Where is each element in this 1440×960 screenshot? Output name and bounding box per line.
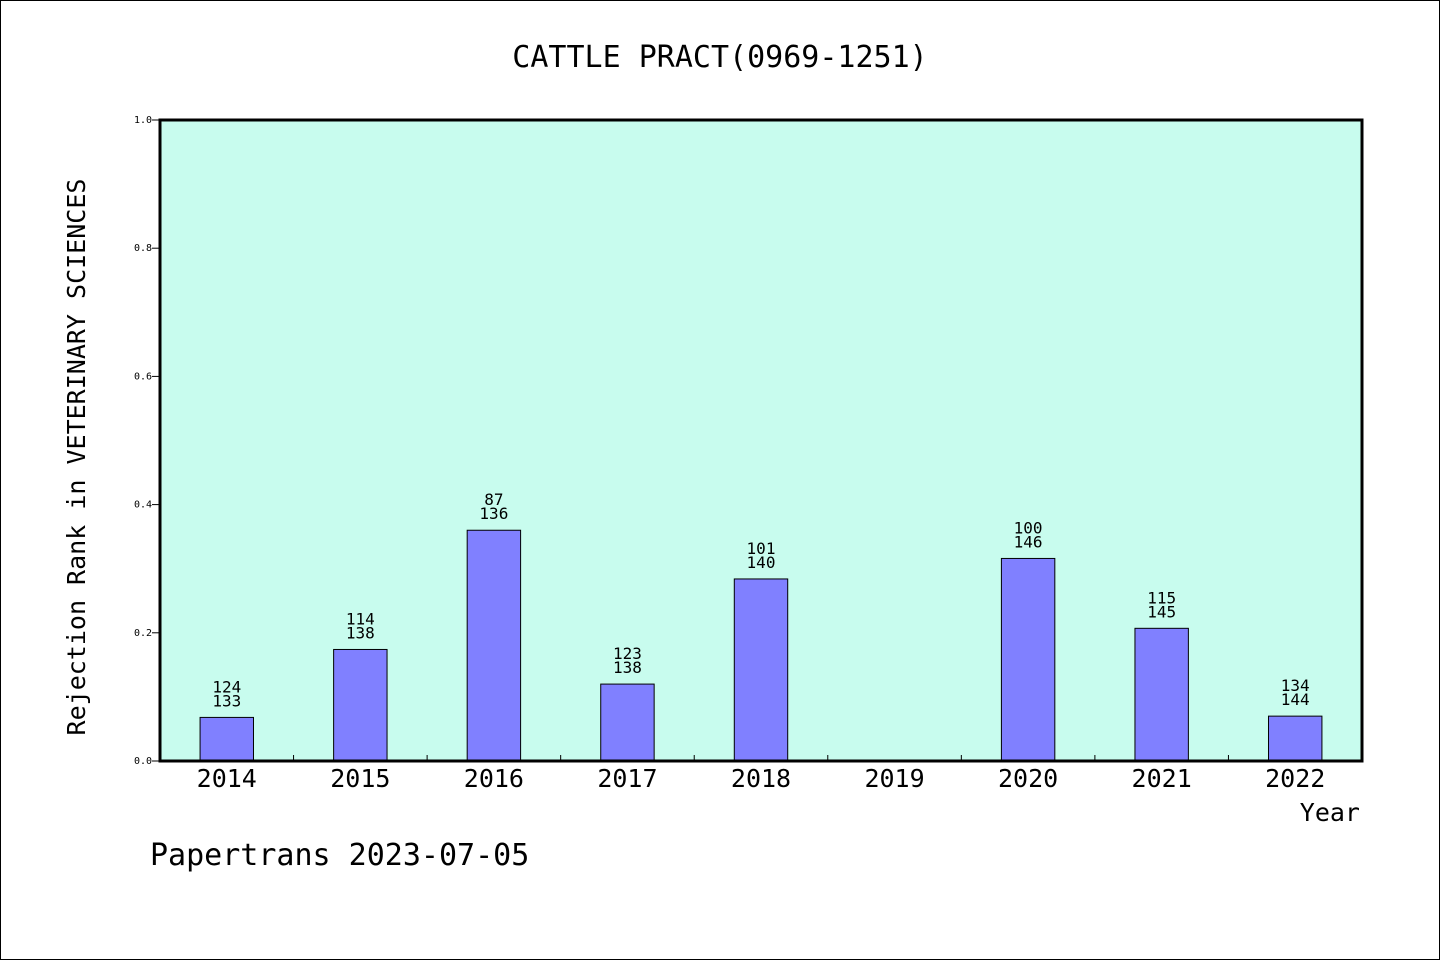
x-tick-label-2017: 2017 [597, 764, 657, 793]
bar-2021 [1134, 627, 1189, 762]
y-tick-label-3: 0.6 [134, 371, 152, 382]
bar-labels-group: 1241331141388713612313810114010014611514… [212, 490, 1309, 710]
bar-2014 [199, 716, 254, 762]
y-tick-label-0: 0.0 [134, 756, 152, 767]
bar-label-top-2017: 123 [613, 644, 642, 663]
y-tick-label-4: 0.8 [134, 243, 152, 254]
bar-2018 [733, 578, 789, 762]
x-tick-label-2016: 2016 [464, 764, 524, 793]
x-axis-label: Year [1300, 798, 1360, 827]
bar-2015 [333, 648, 388, 762]
bar-label-bottom-2018: 140 [747, 553, 776, 572]
y-tick-label-2: 0.4 [134, 500, 152, 511]
bar-2017 [600, 683, 655, 762]
x-axis-ticks: 2014 2015 2016 2017 2018 2019 2020 2021 2022 [197, 755, 1325, 793]
footer-credit: Papertrans 2023-07-05 [150, 838, 529, 873]
bar-label-bottom-2020: 146 [1014, 532, 1043, 551]
y-tick-label-1: 0.2 [134, 628, 152, 639]
x-tick-label-2015: 2015 [330, 764, 390, 793]
bar-label-bottom-2016: 136 [479, 504, 508, 523]
bar-label-top-2016: 87 [484, 490, 503, 509]
plot-frame [158, 118, 1364, 763]
bar-label-bottom-2014: 133 [212, 691, 241, 710]
x-tick-label-2014: 2014 [197, 764, 257, 793]
bar-label-top-2014: 124 [212, 677, 241, 696]
y-axis-label: Rejection Rank in VETERINARY SCIENCES [62, 179, 91, 736]
bar-label-top-2018: 101 [747, 539, 776, 558]
bar-2022 [1268, 715, 1323, 762]
bars-group [199, 529, 1323, 762]
bar-label-top-2015: 114 [346, 609, 375, 628]
bar-label-bottom-2021: 145 [1147, 602, 1176, 621]
bar-label-bottom-2017: 138 [613, 658, 642, 677]
x-tick-label-2022: 2022 [1265, 764, 1325, 793]
bar-2020 [1000, 557, 1056, 762]
bar-label-bottom-2015: 138 [346, 623, 375, 642]
x-tick-label-2021: 2021 [1132, 764, 1192, 793]
y-tick-label-5: 1.0 [134, 115, 152, 126]
x-tick-label-2020: 2020 [998, 764, 1058, 793]
bar-label-top-2022: 134 [1281, 676, 1310, 695]
bar-label-bottom-2022: 144 [1281, 690, 1310, 709]
bar-label-top-2020: 100 [1014, 518, 1043, 537]
bar-2016 [466, 529, 522, 762]
y-axis-ticks: 0.0 0.2 0.4 0.6 0.8 1.0 [134, 115, 160, 767]
x-tick-label-2018: 2018 [731, 764, 791, 793]
x-tick-label-2019: 2019 [864, 764, 924, 793]
chart-title: CATTLE PRACT(0969-1251) [512, 40, 927, 75]
bar-label-top-2021: 115 [1147, 588, 1176, 607]
